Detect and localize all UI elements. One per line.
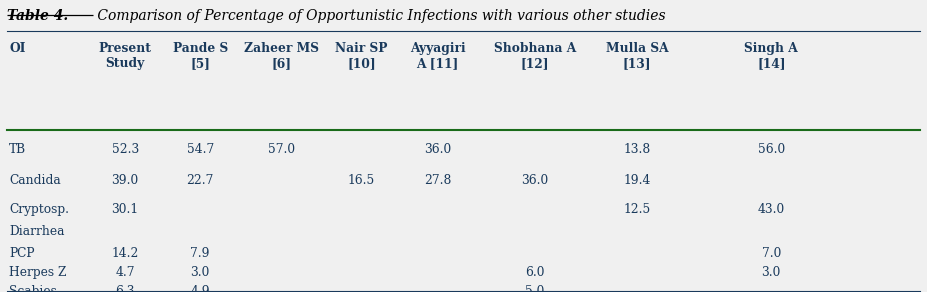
- Text: OI: OI: [9, 42, 26, 55]
- Text: 4.7: 4.7: [115, 266, 135, 279]
- Text: 6.0: 6.0: [525, 266, 545, 279]
- Text: Diarrhea: Diarrhea: [9, 225, 65, 238]
- Text: Scabies: Scabies: [9, 285, 57, 292]
- Text: Present
Study: Present Study: [98, 42, 152, 70]
- Text: 3.0: 3.0: [762, 266, 781, 279]
- Text: 7.9: 7.9: [190, 247, 210, 260]
- Text: Comparison of Percentage of Opportunistic Infections with various other studies: Comparison of Percentage of Opportunisti…: [93, 9, 666, 23]
- Text: 6.3: 6.3: [115, 285, 135, 292]
- Text: Ayyagiri
A [11]: Ayyagiri A [11]: [410, 42, 465, 70]
- Text: TB: TB: [9, 143, 26, 156]
- Text: 57.0: 57.0: [268, 143, 296, 156]
- Text: Shobhana A
[12]: Shobhana A [12]: [494, 42, 576, 70]
- Text: 13.8: 13.8: [623, 143, 651, 156]
- Text: Cryptosp.: Cryptosp.: [9, 203, 70, 216]
- Text: 7.0: 7.0: [762, 247, 781, 260]
- Text: 54.7: 54.7: [186, 143, 214, 156]
- Text: 22.7: 22.7: [186, 174, 214, 187]
- Text: Table 4.: Table 4.: [7, 9, 69, 23]
- Text: 5.0: 5.0: [526, 285, 544, 292]
- Text: Herpes Z: Herpes Z: [9, 266, 67, 279]
- Text: 4.9: 4.9: [190, 285, 210, 292]
- Text: 12.5: 12.5: [623, 203, 651, 216]
- Text: Mulla SA
[13]: Mulla SA [13]: [605, 42, 668, 70]
- Text: Singh A
[14]: Singh A [14]: [744, 42, 798, 70]
- Text: Nair SP
[10]: Nair SP [10]: [336, 42, 387, 70]
- Text: 39.0: 39.0: [111, 174, 139, 187]
- Text: 52.3: 52.3: [111, 143, 139, 156]
- Text: 56.0: 56.0: [757, 143, 785, 156]
- Text: Zaheer MS
[6]: Zaheer MS [6]: [245, 42, 319, 70]
- Text: Pande S
[5]: Pande S [5]: [172, 42, 228, 70]
- Text: 43.0: 43.0: [757, 203, 785, 216]
- Text: 36.0: 36.0: [424, 143, 451, 156]
- Text: 16.5: 16.5: [348, 174, 375, 187]
- Text: 19.4: 19.4: [623, 174, 651, 187]
- Text: 36.0: 36.0: [521, 174, 549, 187]
- Text: 30.1: 30.1: [111, 203, 139, 216]
- Text: 14.2: 14.2: [111, 247, 139, 260]
- Text: 27.8: 27.8: [424, 174, 451, 187]
- Text: 3.0: 3.0: [191, 266, 210, 279]
- Text: Candida: Candida: [9, 174, 61, 187]
- Text: PCP: PCP: [9, 247, 35, 260]
